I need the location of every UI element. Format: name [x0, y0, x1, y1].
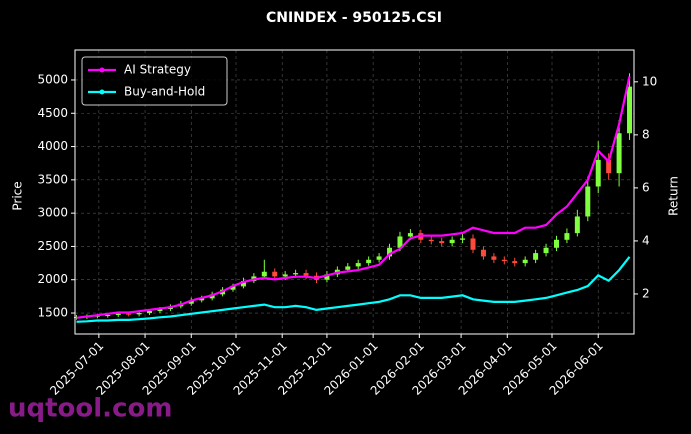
- legend-marker: [99, 89, 105, 95]
- candle-body: [564, 233, 570, 240]
- y-tick-label: 5000: [37, 72, 68, 86]
- candle-body: [272, 271, 278, 277]
- candle-body: [616, 133, 622, 174]
- candle-body: [147, 311, 153, 314]
- candle-body: [585, 186, 591, 217]
- candle-body: [376, 256, 382, 260]
- candle-body: [324, 274, 330, 280]
- y-tick-label: 2000: [37, 272, 68, 286]
- candle-body: [512, 261, 518, 264]
- candle-body: [428, 239, 434, 242]
- candle-body: [553, 239, 559, 248]
- y-tick-label: 4500: [37, 106, 68, 120]
- candle-body: [491, 256, 497, 260]
- y-tick-label: 1500: [37, 306, 68, 320]
- candle-body: [470, 238, 476, 250]
- candle-body: [397, 236, 403, 248]
- candle-body: [136, 313, 142, 315]
- candle-body: [501, 259, 507, 262]
- candle-body: [230, 286, 236, 290]
- y-tick-label: 3000: [37, 206, 68, 220]
- candle-body: [533, 253, 539, 260]
- y-tick-label: 2500: [37, 239, 68, 253]
- y2-tick-label: 6: [642, 180, 650, 194]
- series-line: [76, 76, 631, 319]
- candle-body: [606, 159, 612, 174]
- candle-body: [157, 309, 163, 312]
- candle-body: [115, 313, 121, 316]
- candle-body: [460, 238, 466, 240]
- y2-tick-label: 4: [642, 233, 650, 247]
- y2-tick-label: 2: [642, 286, 650, 300]
- legend-box: [81, 56, 228, 106]
- legend-label: Buy-and-Hold: [124, 85, 205, 99]
- y-tick-label: 4000: [37, 139, 68, 153]
- series-line: [76, 256, 631, 323]
- y2-axis-label: Return: [667, 176, 681, 216]
- y2-tick-label: 8: [642, 127, 650, 141]
- candle-body: [293, 273, 299, 275]
- plot-frame: [74, 49, 635, 335]
- candle-body: [126, 313, 132, 315]
- candle-body: [574, 216, 580, 234]
- candle-body: [303, 273, 309, 276]
- chart-title: CNINDEX - 950125.CSI: [266, 10, 442, 26]
- candle-body: [522, 259, 528, 264]
- candle-body: [439, 241, 445, 244]
- y-tick-label: 3500: [37, 172, 68, 186]
- candle-body: [387, 247, 393, 257]
- candle-body: [261, 271, 267, 277]
- candle-body: [407, 233, 413, 237]
- candle-body: [240, 281, 246, 287]
- candle-body: [366, 259, 372, 264]
- candle-body: [627, 86, 633, 134]
- legend-marker: [99, 67, 105, 73]
- y2-tick-label: 10: [642, 74, 657, 88]
- candle-body: [188, 300, 194, 304]
- candle-body: [105, 315, 111, 317]
- candle-body: [595, 159, 601, 187]
- candle-body: [355, 263, 361, 267]
- candle-body: [282, 274, 288, 277]
- candle-body: [345, 266, 351, 270]
- legend-label: AI Strategy: [124, 63, 191, 77]
- candle-body: [449, 239, 455, 244]
- y-axis-label: Price: [11, 181, 25, 210]
- watermark: uqtool.com: [8, 394, 172, 424]
- candle-body: [543, 247, 549, 254]
- candle-body: [199, 298, 205, 301]
- candle-body: [480, 249, 486, 257]
